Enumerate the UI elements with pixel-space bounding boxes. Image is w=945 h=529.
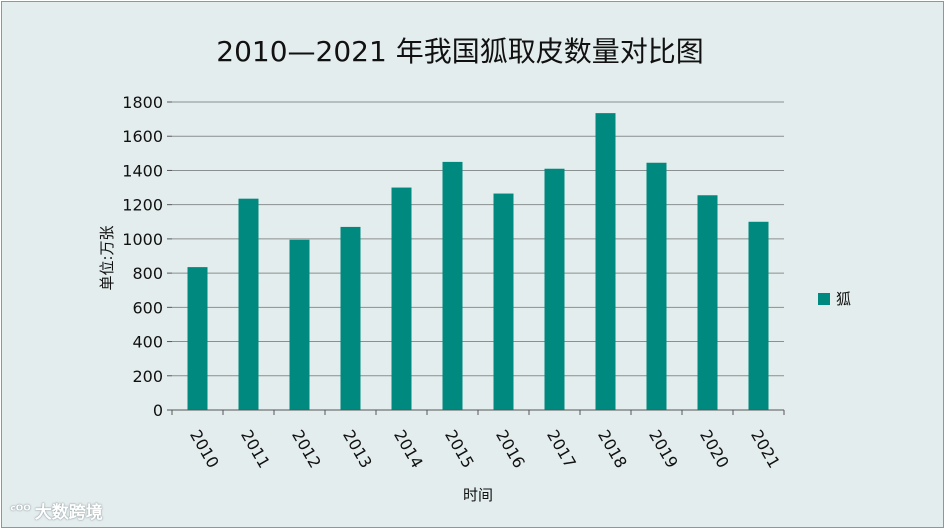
bar-2018: [595, 113, 616, 410]
y-tick-label: 800: [132, 264, 163, 283]
legend: 狐: [818, 288, 851, 309]
legend-label: 狐: [836, 290, 852, 308]
x-axis-ticks: 2010 2011 2012 2013 2014 2015 2016 2017 2018 2019…: [171, 410, 785, 472]
bar-2020: [697, 195, 718, 410]
x-tick-label: 2011: [237, 427, 274, 472]
y-tick-label: 200: [132, 367, 163, 386]
y-tick-label: 400: [132, 333, 163, 352]
bar-2012: [289, 239, 310, 410]
bar-2017: [544, 168, 565, 410]
bar-2021: [748, 221, 769, 410]
x-tick-label: 2020: [696, 427, 733, 472]
y-axis-ticks: 0 200 400 600 800 1000 1200 1400 1600 1800: [122, 93, 172, 420]
y-tick-label: 600: [132, 298, 163, 317]
x-tick-label: 2016: [492, 427, 529, 472]
legend-swatch: [818, 292, 830, 305]
y-tick-label: 1400: [122, 161, 163, 180]
watermark: ᶜᴼᴼ 大数跨境: [10, 498, 103, 524]
y-tick-label: 0: [153, 401, 163, 420]
x-tick-label: 2017: [543, 427, 580, 472]
x-tick-label: 2015: [441, 427, 478, 472]
bar-2014: [391, 187, 412, 410]
x-tick-label: 2021: [747, 427, 784, 472]
bar-2016: [493, 193, 514, 410]
chart-title: 2010—2021 年我国狐取皮数量对比图: [216, 35, 704, 68]
bar-2019: [646, 162, 667, 410]
bars: [187, 113, 769, 410]
x-tick-label: 2019: [645, 427, 682, 472]
bar-2011: [238, 198, 259, 410]
x-tick-label: 2012: [288, 427, 325, 472]
watermark-logo: ᶜᴼᴼ: [10, 502, 31, 519]
watermark-text: 大数跨境: [34, 503, 103, 523]
gridlines: [172, 101, 784, 377]
bar-2013: [340, 226, 361, 410]
y-tick-label: 1800: [122, 93, 163, 112]
x-tick-label: 2018: [594, 427, 631, 472]
bar-2015: [442, 161, 463, 410]
y-axis-label: 单位:万张: [98, 225, 116, 290]
x-tick-label: 2010: [186, 427, 223, 472]
y-tick-label: 1200: [122, 196, 163, 215]
y-tick-label: 1000: [122, 230, 163, 249]
bar-2010: [187, 267, 208, 410]
y-tick-label: 1600: [122, 127, 163, 146]
x-tick-label: 2014: [390, 427, 427, 472]
x-axis-label: 时间: [463, 486, 493, 504]
x-tick-label: 2013: [339, 427, 376, 472]
